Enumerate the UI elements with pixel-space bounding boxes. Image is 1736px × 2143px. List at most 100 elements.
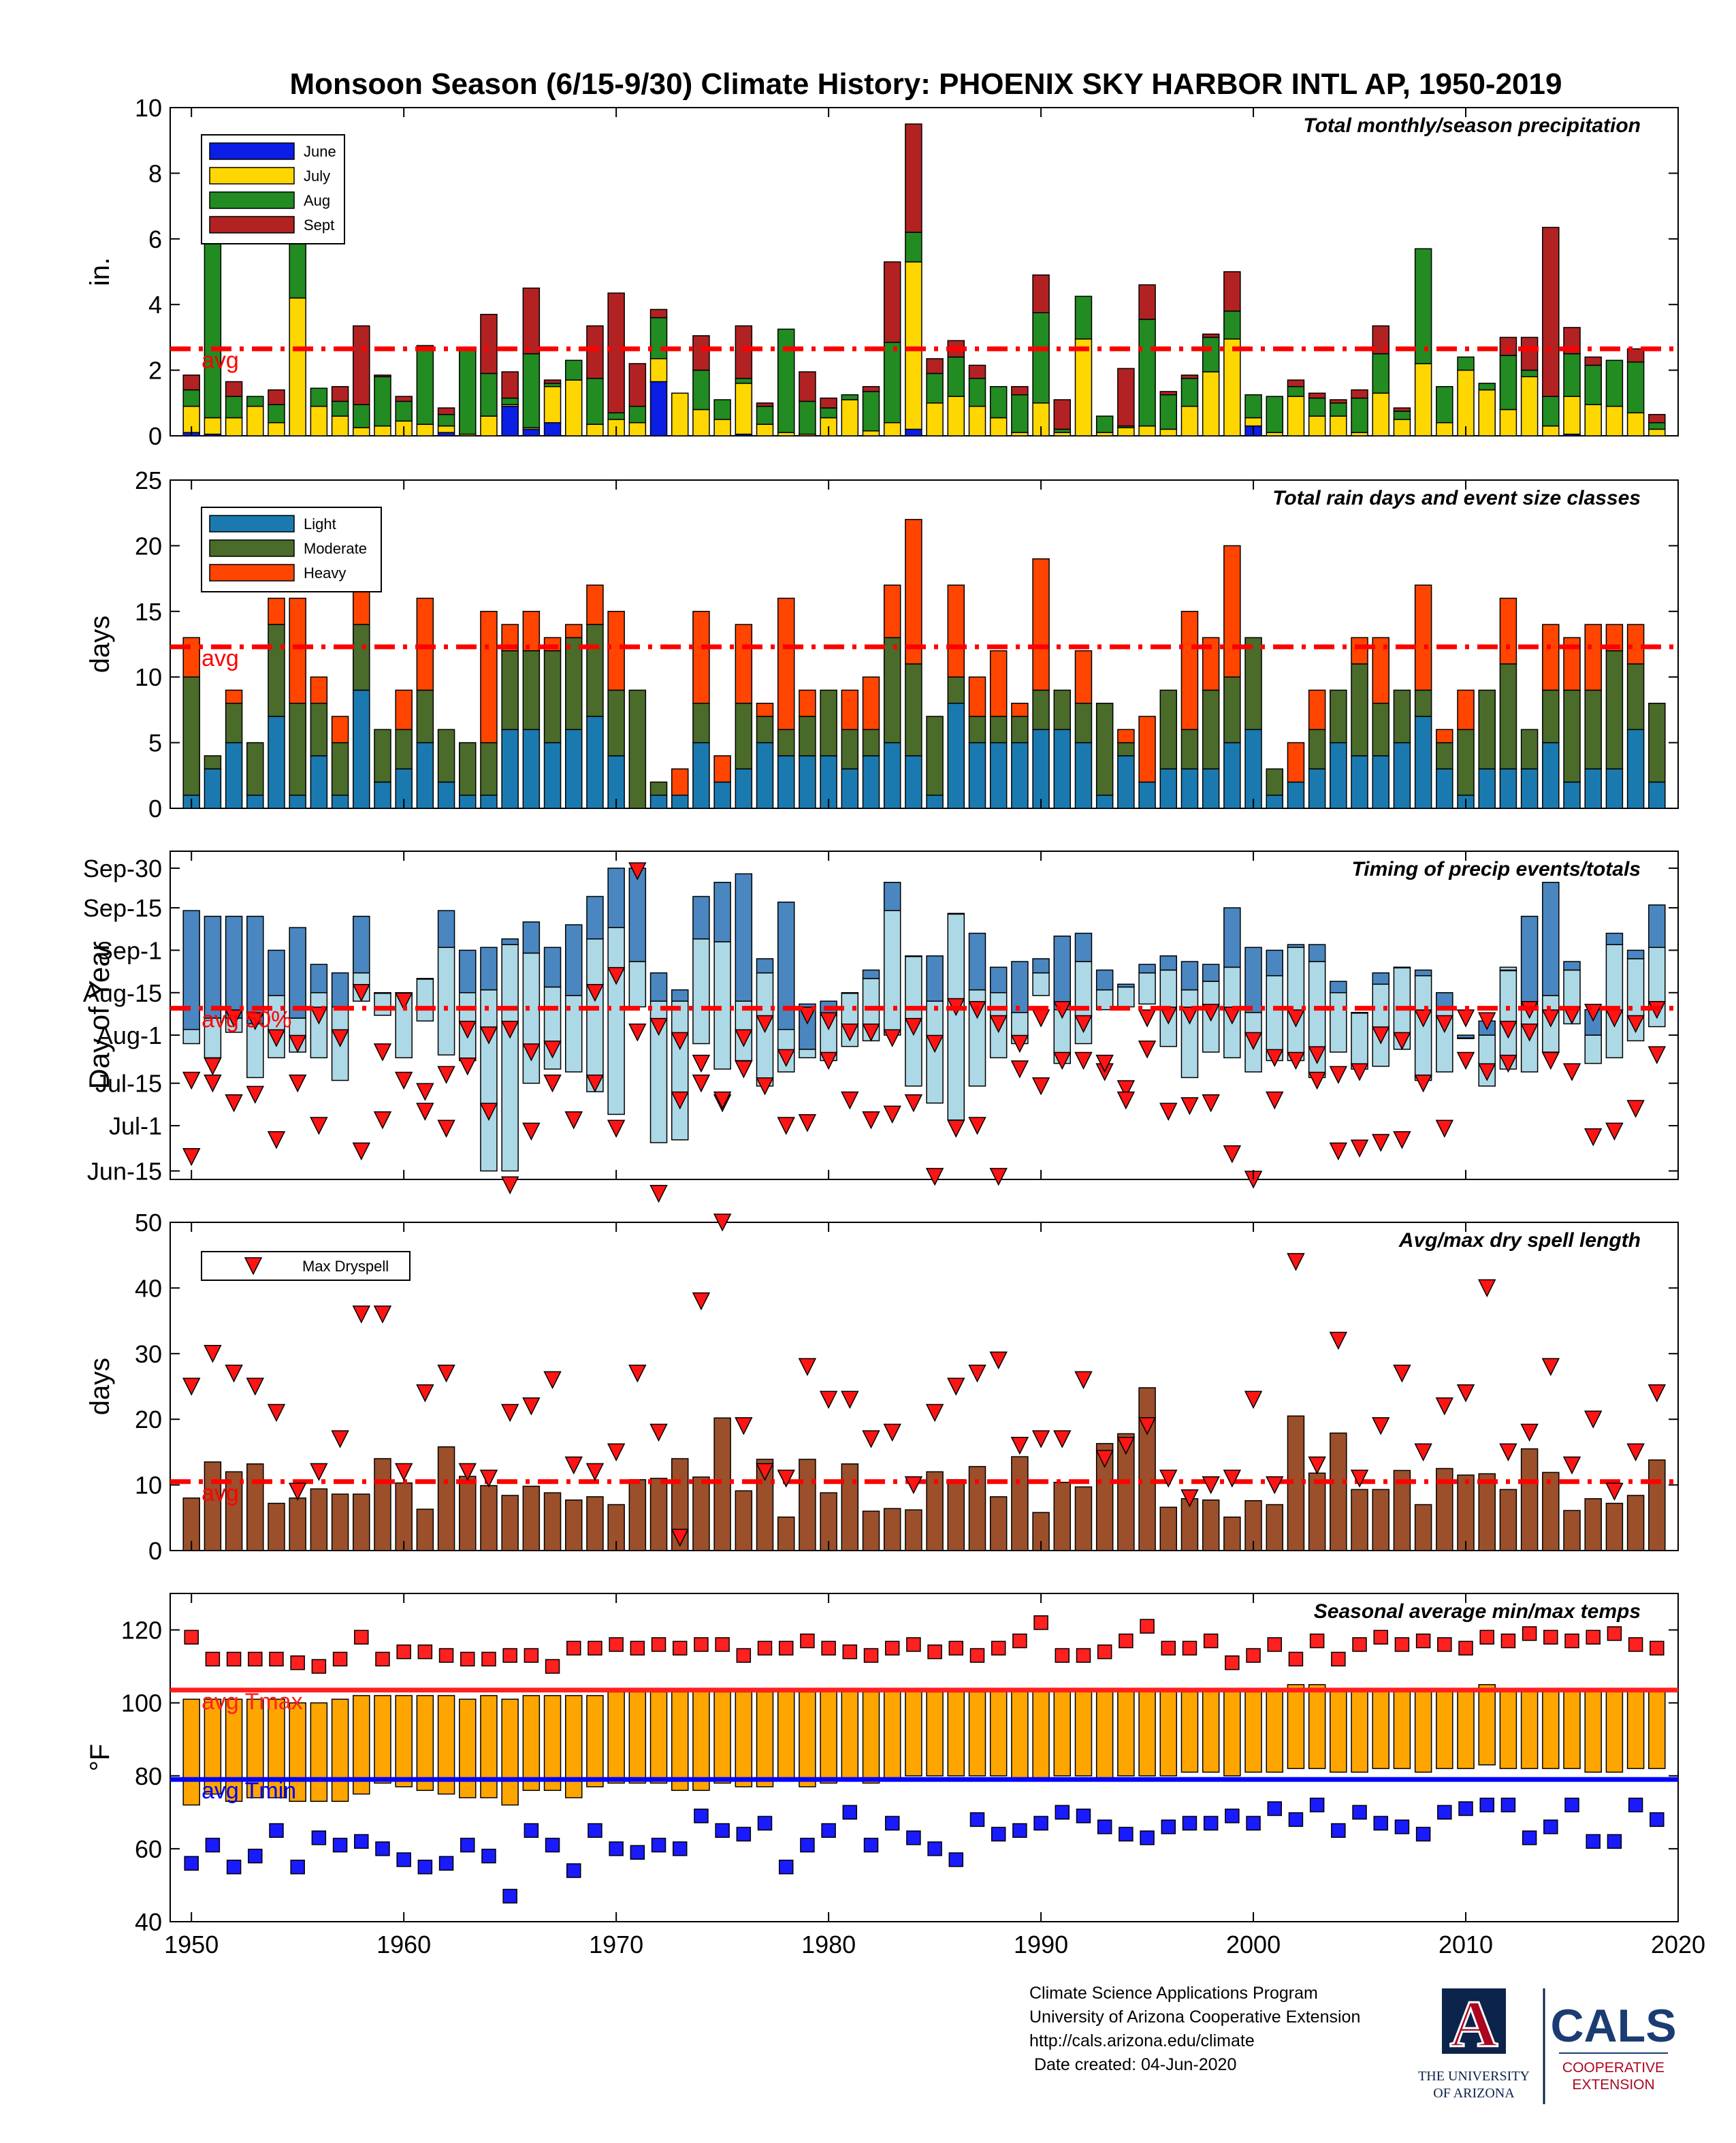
max-dryspell-marker: [1541, 1358, 1560, 1376]
dryspell-bar: [1478, 1473, 1496, 1551]
temp-range-bar: [395, 1695, 413, 1788]
temp-range-bar: [735, 1691, 753, 1788]
temp-range-bar: [926, 1691, 944, 1777]
temp-range-bar: [883, 1687, 901, 1780]
temp-range-bar: [225, 1698, 243, 1803]
dryspell-bar: [437, 1446, 455, 1551]
panel-title: Seasonal average min/max temps: [1314, 1600, 1641, 1623]
last-event-marker: [1180, 1006, 1199, 1025]
bar-july: [586, 424, 604, 436]
max-dryspell-marker: [1287, 1253, 1305, 1271]
bar-aug: [374, 376, 391, 427]
dryspell-bar: [1372, 1489, 1389, 1551]
bar-aug: [1648, 422, 1666, 430]
dryspell-bar: [289, 1497, 306, 1551]
last-event-marker: [713, 1091, 732, 1110]
bar-july: [926, 402, 944, 436]
dryspell-bar: [1584, 1498, 1602, 1551]
dryspell-bar: [459, 1476, 477, 1551]
bar-light: [225, 742, 243, 809]
timing-box-early: [1180, 961, 1199, 991]
temp-range-bar: [649, 1691, 668, 1784]
bar-moderate: [841, 729, 859, 769]
bar-moderate: [1308, 729, 1326, 769]
bar-sept: [1138, 284, 1156, 320]
temp-range-bar: [1266, 1687, 1284, 1773]
timing-box-late: [671, 1000, 689, 1141]
bar-heavy: [1351, 637, 1368, 665]
bar-sept: [331, 385, 349, 402]
bar-light: [926, 794, 944, 809]
bar-july: [374, 425, 391, 436]
avg-dryspell-line-label: avg: [202, 1480, 239, 1506]
timing-box-late: [586, 938, 604, 1092]
bar-aug: [225, 396, 243, 419]
dryspell-bar: [1499, 1489, 1517, 1551]
max-tmax-marker: [1500, 1633, 1516, 1649]
max-tmax-marker: [1437, 1637, 1452, 1652]
timing-box-late: [1330, 992, 1347, 1053]
bar-sept: [926, 358, 944, 375]
bar-light: [331, 794, 349, 809]
min-tmin-marker: [1437, 1805, 1452, 1820]
timing-box-late: [1180, 989, 1199, 1079]
max-dryspell-marker: [1393, 1364, 1411, 1383]
last-event-marker: [500, 1021, 519, 1039]
bar-aug: [564, 360, 583, 381]
bar-light: [756, 742, 774, 809]
dryspell-bar: [926, 1471, 944, 1551]
bar-sept: [1351, 389, 1368, 399]
timing-box-early: [204, 915, 222, 1019]
timing-box-late: [883, 910, 901, 1036]
y-tick-label: 40: [135, 1274, 162, 1302]
bar-moderate: [1648, 703, 1666, 783]
first-event-marker: [1053, 1051, 1072, 1070]
bar-sept: [374, 375, 391, 377]
x-tick-label: 1950: [164, 1931, 219, 1958]
temp-range-bar: [1138, 1687, 1156, 1777]
y-tick-label: 2: [148, 357, 162, 385]
timing-box-late: [395, 992, 413, 1059]
first-event-marker: [416, 1102, 434, 1121]
max-tmax-marker: [1650, 1640, 1665, 1656]
bar-light: [1095, 794, 1114, 809]
bar-heavy: [905, 519, 922, 665]
min-tmin-marker: [1650, 1812, 1665, 1827]
bar-june: [543, 422, 562, 436]
max-dryspell-marker: [692, 1292, 711, 1311]
bar-moderate: [947, 676, 965, 704]
legend-label-light: Light: [304, 515, 336, 533]
first-event-marker: [1584, 1128, 1603, 1147]
temp-range-bar: [1605, 1687, 1624, 1773]
bar-july: [1244, 417, 1262, 427]
bar-june: [649, 381, 668, 436]
max-dryspell-marker: [1053, 1430, 1072, 1448]
temp-range-bar: [543, 1695, 562, 1791]
dryspell-bar: [374, 1458, 391, 1551]
bar-moderate: [1202, 689, 1220, 769]
bar-heavy: [607, 611, 625, 691]
max-tmax-marker: [715, 1637, 730, 1652]
first-event-marker: [947, 1120, 965, 1138]
bar-moderate: [1584, 689, 1602, 769]
y-tick-label: Sep-1: [97, 936, 162, 964]
bar-july: [1308, 415, 1326, 436]
bar-sept: [543, 379, 562, 384]
dryspell-bar: [225, 1471, 243, 1551]
temp-range-bar: [1180, 1691, 1199, 1773]
first-event-marker: [1393, 1131, 1411, 1149]
footer: Climate Science Applications Program Uni…: [1029, 1984, 1360, 2074]
max-tmax-marker: [1309, 1633, 1325, 1649]
bar-heavy: [756, 703, 774, 717]
last-event-marker: [585, 984, 605, 1002]
bar-heavy: [416, 597, 434, 691]
bar-july: [480, 415, 498, 436]
min-tmin-marker: [1415, 1826, 1431, 1842]
timing-box-late: [607, 927, 625, 1115]
timing-box-late: [628, 961, 647, 1008]
timing-box-early: [1648, 904, 1666, 949]
bar-aug: [968, 377, 986, 407]
bar-light: [374, 781, 391, 809]
last-event-marker: [628, 862, 647, 880]
footer-line-4: Date created: 04-Jun-2020: [1029, 2055, 1236, 2074]
